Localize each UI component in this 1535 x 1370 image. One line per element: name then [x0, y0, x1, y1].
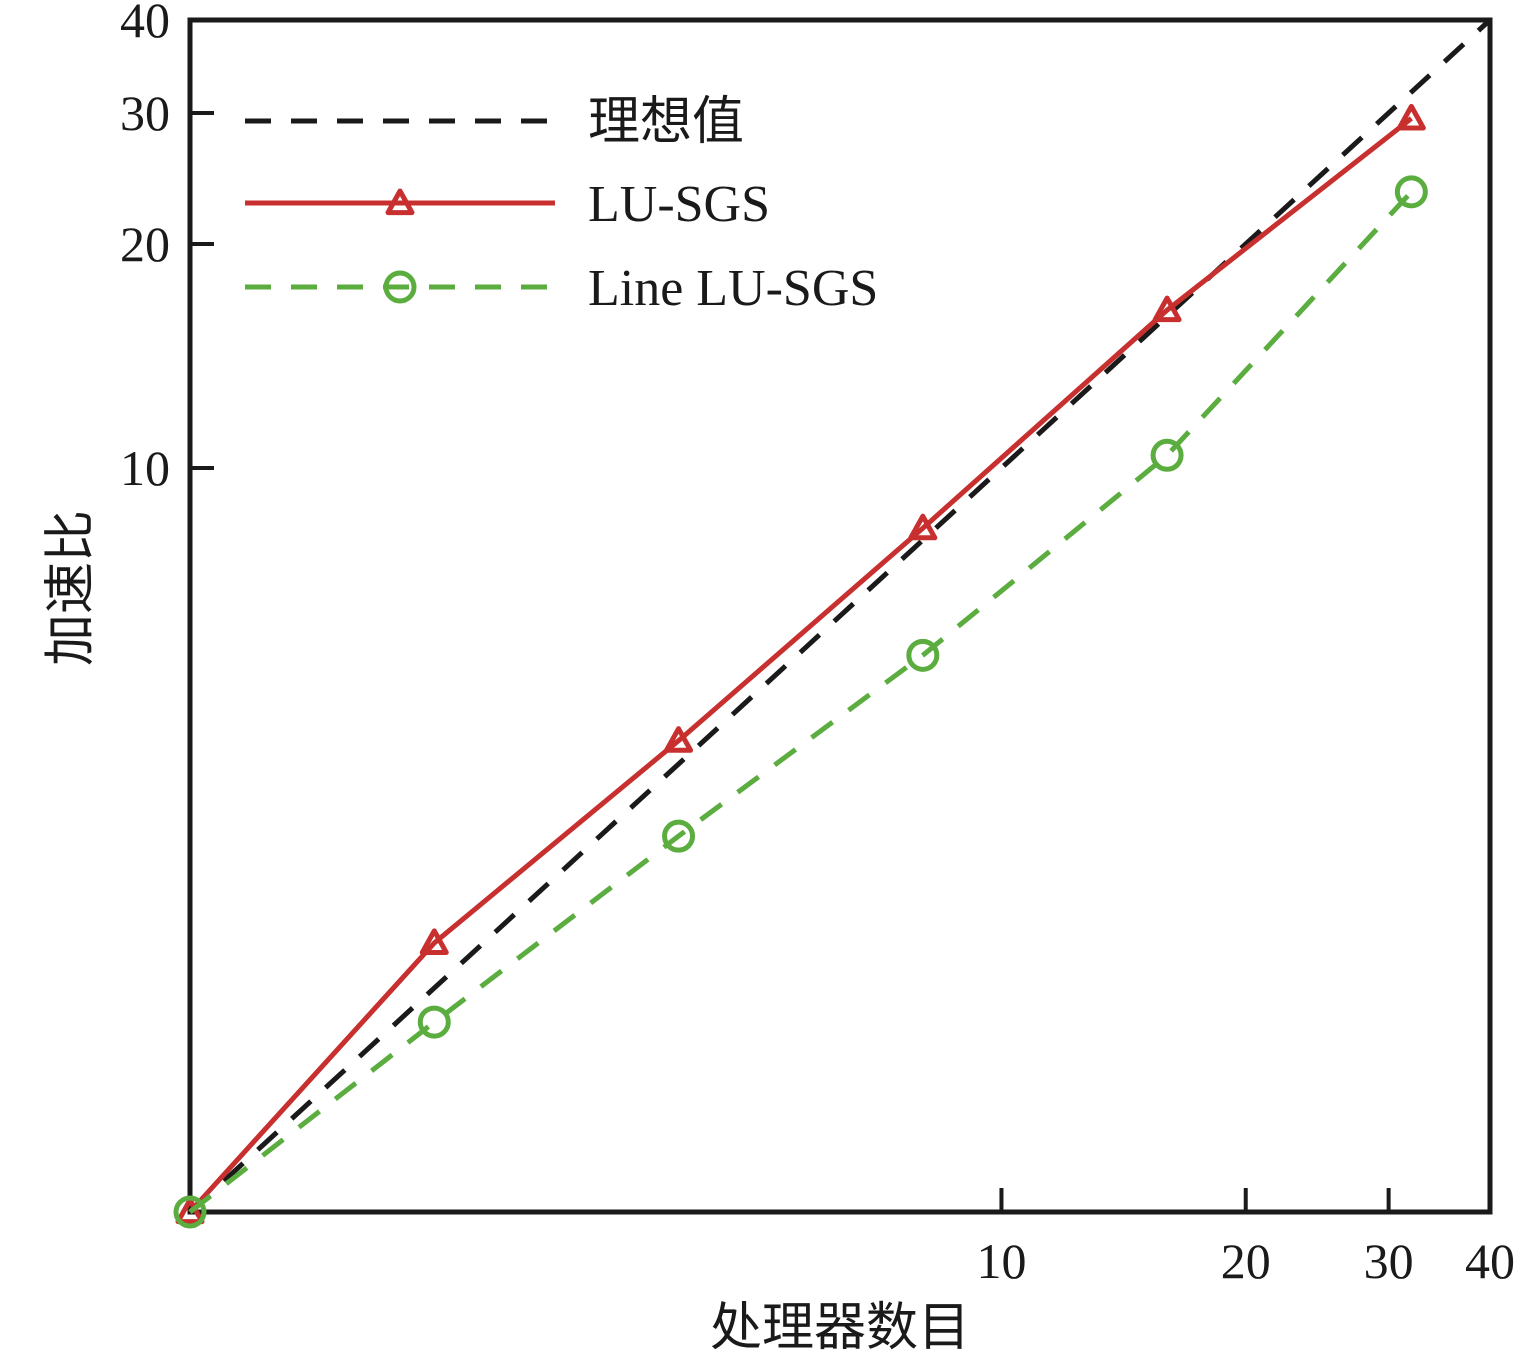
x-axis-title: 处理器数目 — [710, 1300, 970, 1357]
series-line-0 — [188, 18, 1492, 1214]
series-1-point-4 — [1152, 295, 1182, 323]
x-axis: 10 20 30 40 — [976, 1188, 1515, 1289]
y-axis-title: 加速比 — [43, 510, 100, 666]
series-1-point-2 — [664, 726, 694, 753]
series-2-point-0 — [173, 1195, 207, 1229]
y-axis: 10 20 30 40 — [120, 0, 214, 496]
series-2-point-2 — [662, 819, 696, 853]
x-tick-label-3: 40 — [1465, 1233, 1515, 1289]
series-1-point-3 — [908, 513, 938, 541]
legend-label-0: 理想值 — [588, 94, 744, 151]
x-tick-label-0: 10 — [976, 1233, 1026, 1289]
series-2-point-3 — [906, 638, 940, 672]
legend-marker-2 — [383, 270, 417, 304]
series-2-point-1 — [417, 1005, 451, 1039]
series-layer — [173, 18, 1492, 1229]
series-2-point-5 — [1394, 175, 1428, 209]
series-line-1 — [188, 116, 1413, 1214]
y-tick-label-2: 30 — [120, 85, 170, 141]
series-1-point-5 — [1396, 103, 1426, 131]
y-tick-label-3: 40 — [120, 0, 170, 48]
y-tick-label-0: 10 — [120, 440, 170, 496]
legend-label-2: Line LU-SGS — [588, 260, 878, 317]
legend-marker-1 — [385, 188, 415, 216]
series-1-point-1 — [419, 928, 449, 955]
legend-label-1: LU-SGS — [588, 176, 770, 233]
y-tick-label-1: 20 — [120, 216, 170, 272]
x-tick-label-2: 30 — [1364, 1233, 1414, 1289]
plot-frame — [187, 17, 1493, 1215]
legend: 理想值 LU-SGS Line LU-SGS — [245, 94, 878, 317]
series-1-point-0 — [175, 1197, 205, 1225]
x-tick-label-1: 20 — [1221, 1233, 1271, 1289]
series-line-2 — [188, 190, 1414, 1214]
series-2-point-4 — [1150, 438, 1184, 472]
